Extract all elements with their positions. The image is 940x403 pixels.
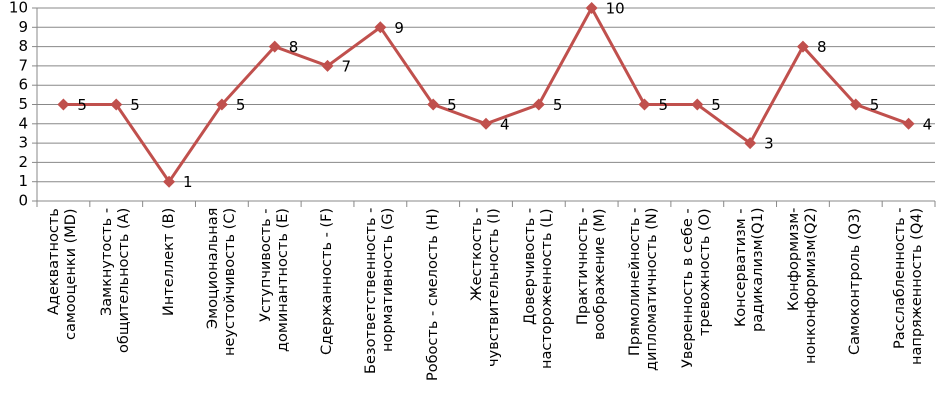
y-tick-label: 0 <box>18 192 28 210</box>
y-tick-label: 9 <box>18 18 28 36</box>
line <box>63 4 910 185</box>
x-tick-label: Уступчивость - доминантность (E) <box>257 208 291 352</box>
x-tick-label: Замкнутость - общительность (A) <box>99 208 133 354</box>
x-tick-label-box: Замкнутость - общительность (A) <box>90 208 143 400</box>
x-tick-label: Жесткость - чувствительность (I) <box>468 208 502 367</box>
x-tick-label: Самоконтроль (Q3) <box>847 208 864 355</box>
x-tick-label: Уверенность в себе - тревожность (O) <box>680 208 714 368</box>
data-label: 8 <box>817 38 827 56</box>
y-tick-label: 6 <box>18 76 28 94</box>
data-label: 5 <box>553 96 563 114</box>
x-tick-label: Безответственность - нормативность (G) <box>363 208 397 375</box>
marker <box>796 40 809 53</box>
data-label: 3 <box>764 135 774 153</box>
marker <box>427 98 440 111</box>
marker <box>585 2 598 14</box>
y-tick-label: 4 <box>18 114 28 132</box>
x-tick-label-box: Доверчивость - настороженность (L) <box>512 208 565 400</box>
y-tick-label: 2 <box>18 153 28 171</box>
marker <box>163 175 176 188</box>
x-tick-label-box: Конформизм-нонконформизм(Q2) <box>777 208 830 400</box>
x-tick-label-box: Консерватизм - радикализм(Q1) <box>724 208 777 400</box>
x-tick-label: Эмоциональная неустойчивость (C) <box>204 208 238 357</box>
x-tick-label-box: Интеллект (B) <box>143 208 196 400</box>
x-tick-label: Прямолинейность - дипломатичность (N) <box>627 208 661 372</box>
marker <box>110 98 123 111</box>
x-tick-label: Интеллект (B) <box>160 208 177 317</box>
data-label: 4 <box>500 115 510 133</box>
marker <box>638 98 651 111</box>
marker <box>215 98 228 111</box>
x-tick-label: Конформизм-нонконформизм(Q2) <box>785 208 819 365</box>
y-tick-label: 1 <box>18 172 28 190</box>
data-label: 9 <box>394 19 404 37</box>
data-label: 7 <box>342 57 352 75</box>
x-tick-label: Сдержанность - (F) <box>319 208 336 356</box>
marker <box>532 98 545 111</box>
y-tick-label: 10 <box>9 0 28 17</box>
x-tick-label-box: Адекватность самооценки (MD) <box>37 208 90 400</box>
x-tick-label-box: Уступчивость - доминантность (E) <box>248 208 301 400</box>
data-label: 4 <box>923 115 933 133</box>
data-label: 5 <box>130 96 140 114</box>
marker <box>268 40 281 53</box>
marker <box>902 117 915 130</box>
y-tick-label: 7 <box>18 56 28 74</box>
data-label: 10 <box>606 0 625 18</box>
data-label: 1 <box>183 173 193 191</box>
x-tick-label-box: Робость - смелость (H) <box>407 208 460 400</box>
data-label: 5 <box>658 96 668 114</box>
data-label: 5 <box>711 96 721 114</box>
x-tick-label-box: Практичность - воображение (M) <box>565 208 618 400</box>
x-tick-label: Консерватизм - радикализм(Q1) <box>733 208 767 333</box>
x-tick-label-box: Безответственность - нормативность (G) <box>354 208 407 400</box>
marker <box>744 137 757 150</box>
y-tick-label: 5 <box>18 95 28 113</box>
marker <box>57 98 70 111</box>
data-label: 5 <box>236 96 246 114</box>
x-tick-label-box: Сдержанность - (F) <box>301 208 354 400</box>
x-tick-label-box: Уверенность в себе - тревожность (O) <box>671 208 724 400</box>
marker <box>374 21 387 34</box>
x-tick-label: Адекватность самооценки (MD) <box>46 208 80 340</box>
x-tick-label-box: Прямолинейность - дипломатичность (N) <box>618 208 671 400</box>
x-tick-label-box: Эмоциональная неустойчивость (C) <box>195 208 248 400</box>
data-label: 8 <box>289 38 299 56</box>
y-tick-label: 3 <box>18 134 28 152</box>
x-tick-label-box: Жесткость - чувствительность (I) <box>460 208 513 400</box>
marker <box>691 98 704 111</box>
data-label: 5 <box>447 96 457 114</box>
data-label: 5 <box>77 96 87 114</box>
x-tick-label-box: Расслабленность - напряженность (Q4) <box>882 208 935 400</box>
marker <box>480 117 492 130</box>
x-tick-label: Расслабленность - напряженность (Q4) <box>891 208 925 366</box>
x-tick-label: Доверчивость - настороженность (L) <box>521 208 555 369</box>
x-tick-label: Робость - смелость (H) <box>424 208 441 381</box>
data-label: 5 <box>870 96 880 114</box>
marker <box>321 59 334 72</box>
x-tick-label: Практичность - воображение (M) <box>574 208 608 340</box>
marker <box>849 98 862 111</box>
y-tick-label: 8 <box>18 37 28 55</box>
x-tick-label-box: Самоконтроль (Q3) <box>829 208 882 400</box>
